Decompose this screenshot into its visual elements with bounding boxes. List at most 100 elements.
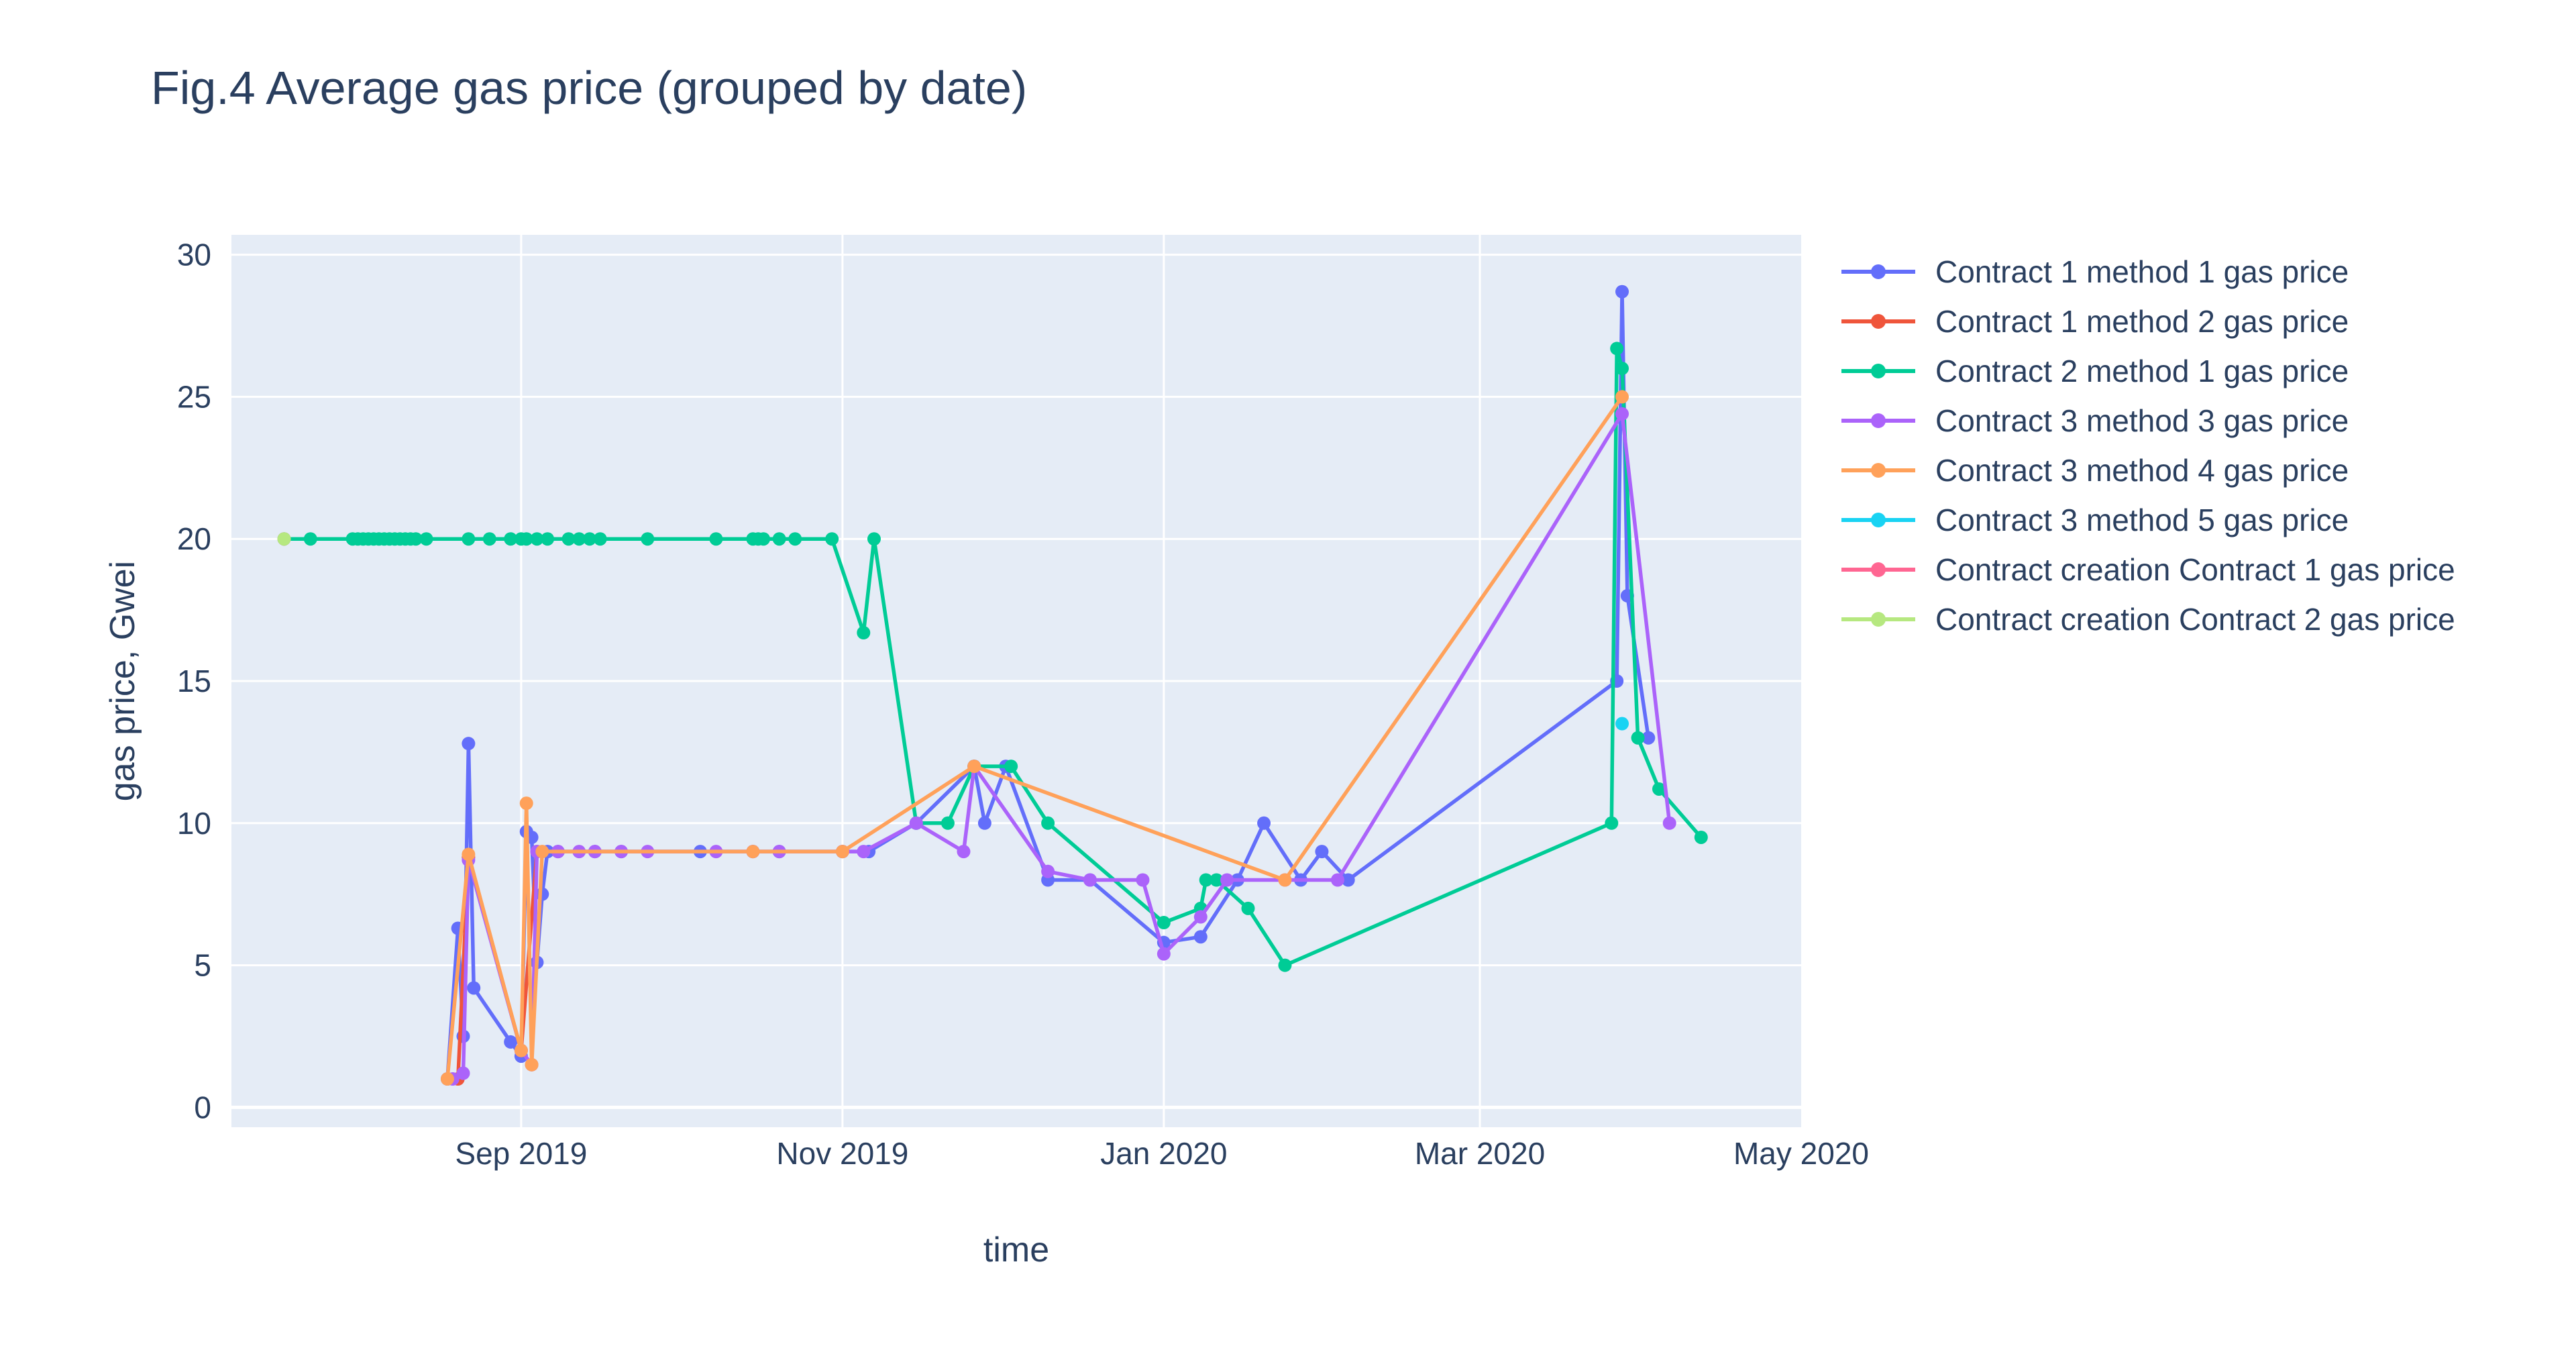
y-tick-label: 25 [177,379,211,414]
legend-label: Contract 3 method 3 gas price [1935,403,2349,438]
data-point [835,845,849,859]
legend-swatch-marker [1871,562,1886,577]
data-point [1605,816,1619,830]
data-point [957,845,971,859]
legend-label: Contract 3 method 5 gas price [1935,503,2349,537]
y-axis-ticks: 0 5 10 15 20 25 30 [177,238,211,1125]
data-point [572,532,586,546]
series-6 [1615,717,1629,731]
data-point [1615,390,1629,404]
legend-item[interactable]: Contract 2 method 1 gas price [1841,354,2349,388]
y-tick-label: 30 [177,238,211,272]
series-group [277,284,1708,1086]
legend-item[interactable]: Contract creation Contract 1 gas price [1841,552,2455,587]
data-point [746,845,760,859]
data-point [535,845,549,859]
x-tick-label: Mar 2020 [1415,1136,1545,1171]
data-point [1615,362,1629,376]
data-point [530,532,544,546]
legend-item[interactable]: Contract 3 method 5 gas price [1841,503,2349,537]
legend: Contract 1 method 1 gas price Contract 1 … [1841,254,2455,637]
data-point [1241,901,1255,915]
data-point [1220,873,1234,887]
data-point [1341,873,1355,887]
data-point [857,625,871,639]
data-point [1041,816,1055,830]
data-point [519,532,533,546]
data-point [1652,782,1666,796]
data-point [1631,731,1645,745]
data-point [977,816,991,830]
legend-swatch-marker [1871,413,1886,428]
data-point [1136,873,1150,887]
data-point [1278,958,1292,972]
x-axis-ticks: Sep 2019 Nov 2019 Jan 2020 Mar 2020 May 2020 [455,1136,1869,1171]
data-point [462,532,476,546]
data-point [1662,816,1676,830]
chart-title: Fig.4 Average gas price (grouped by date… [151,62,1027,114]
x-tick-label: May 2020 [1733,1136,1869,1171]
data-point [1193,930,1208,944]
series-8 [277,532,291,546]
data-point [593,532,607,546]
data-point [909,816,923,830]
legend-label: Contract 2 method 1 gas price [1935,354,2349,388]
data-point [1041,864,1055,878]
data-point [440,1072,454,1086]
legend-label: Contract 3 method 4 gas price [1935,453,2349,488]
y-tick-label: 5 [194,948,211,983]
data-point [1330,873,1344,887]
x-axis-label: time [983,1231,1049,1269]
y-axis-label: gas price, Gwei [103,561,142,801]
legend-item[interactable]: Contract 3 method 3 gas price [1841,403,2349,438]
legend-label: Contract 1 method 2 gas price [1935,304,2349,339]
data-point [709,532,723,546]
data-point [941,816,955,830]
data-point [541,532,555,546]
data-point [1257,816,1271,830]
data-point [788,532,802,546]
legend-swatch-marker [1871,463,1886,478]
data-point [1193,910,1208,924]
data-point [504,1035,518,1049]
data-point [1278,873,1292,887]
data-point [1083,873,1097,887]
data-point [525,1057,539,1072]
legend-item[interactable]: Contract 3 method 4 gas price [1841,453,2349,488]
data-point [467,981,481,995]
legend-swatch-marker [1871,513,1886,527]
y-tick-label: 0 [194,1090,211,1125]
legend-item[interactable]: Contract 1 method 2 gas price [1841,304,2349,339]
data-point [1610,342,1624,356]
legend-label: Contract 1 method 1 gas price [1935,254,2349,289]
legend-label: Contract creation Contract 1 gas price [1935,552,2455,587]
data-point [504,532,518,546]
legend-label: Contract creation Contract 2 gas price [1935,602,2455,637]
data-point [857,845,871,859]
data-point [967,760,981,774]
data-point [1157,947,1171,961]
data-point [1157,916,1171,930]
data-point [303,532,317,546]
data-point [1615,407,1629,421]
data-point [419,532,433,546]
data-point [277,532,291,546]
legend-swatch-marker [1871,314,1886,329]
data-point [1615,717,1629,731]
legend-item[interactable]: Contract creation Contract 2 gas price [1841,602,2455,637]
legend-item[interactable]: Contract 1 method 1 gas price [1841,254,2349,289]
data-point [456,1066,470,1080]
legend-swatch-marker [1871,264,1886,279]
data-point [462,737,476,751]
y-tick-label: 20 [177,521,211,556]
data-point [757,532,771,546]
series-5 [440,390,1629,1086]
data-point [514,1043,528,1057]
legend-swatch-marker [1871,612,1886,627]
data-point [1642,731,1656,745]
x-tick-label: Sep 2019 [455,1136,587,1171]
data-point [482,532,496,546]
legend-swatch-marker [1871,364,1886,378]
data-point [1210,873,1224,887]
